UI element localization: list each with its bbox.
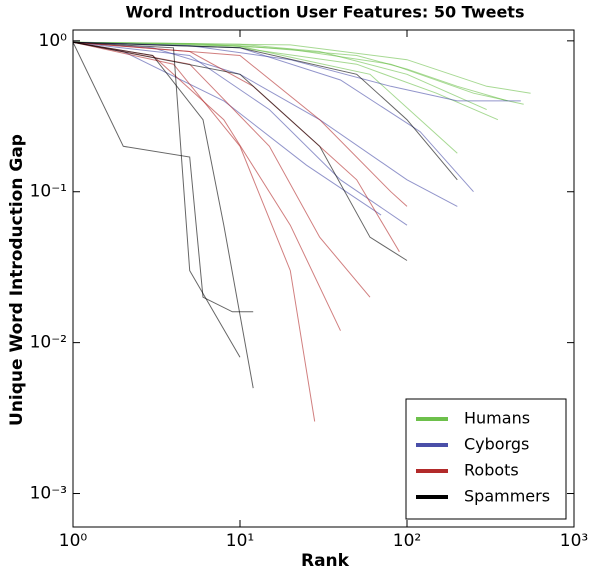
y-tick-label: 10⁰ [39, 31, 68, 51]
series-line [73, 41, 316, 422]
x-tick-label: 10² [393, 531, 421, 551]
x-axis-label: Rank [301, 551, 350, 571]
series-line [73, 41, 408, 261]
x-tick-label: 10¹ [226, 531, 254, 551]
x-tick-label: 10⁰ [59, 531, 88, 551]
legend-label: Spammers [464, 487, 550, 506]
x-tick-label: 10³ [560, 531, 588, 551]
series-line [73, 41, 524, 105]
series-line [73, 41, 382, 216]
series-line [73, 41, 408, 207]
series-line [73, 41, 254, 313]
y-tick-label: 10⁻² [30, 333, 67, 353]
series-line [73, 41, 408, 226]
series-line [73, 41, 531, 94]
legend: Humans Cyborgs Robots Spammers [405, 398, 567, 520]
y-tick-label: 10⁻³ [30, 484, 67, 504]
legend-label: Humans [464, 409, 530, 428]
series-line [73, 41, 254, 389]
y-axis-label: Unique Word Introduction Gap [7, 134, 27, 426]
y-tick-label: 10⁻¹ [30, 182, 67, 202]
legend-label: Robots [464, 461, 519, 480]
series-line [73, 41, 241, 358]
plot-lines [73, 41, 531, 422]
series-line [73, 41, 458, 207]
series-line [73, 41, 341, 331]
series-line [73, 41, 458, 181]
series-line [73, 41, 371, 298]
chart-title: Word Introduction User Features: 50 Twee… [126, 3, 525, 22]
series-line [73, 41, 474, 193]
series-line [73, 41, 521, 102]
legend-label: Cyborgs [464, 435, 529, 454]
plot-frame [72, 29, 575, 528]
